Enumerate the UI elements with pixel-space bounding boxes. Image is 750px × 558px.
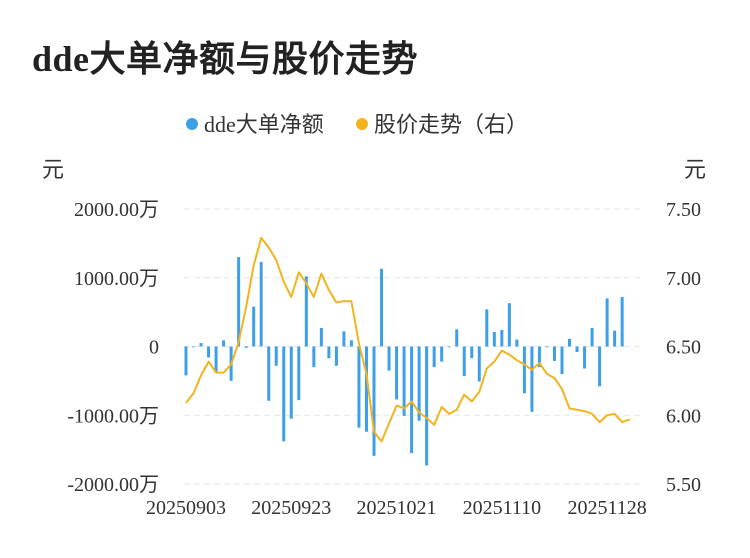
bar	[319, 327, 323, 347]
bar	[267, 346, 271, 401]
bar	[455, 329, 459, 347]
bar	[590, 327, 594, 347]
bar	[304, 276, 308, 347]
bar	[417, 346, 421, 421]
right-axis-ticks: 7.50 7.00 6.50 6.00 5.50	[666, 199, 701, 496]
price-line-series	[185, 236, 631, 443]
bar	[349, 340, 353, 347]
right-tick-label: 7.50	[666, 199, 701, 221]
bar	[312, 346, 316, 368]
bar	[485, 309, 489, 347]
left-tick-label: -2000.00万	[67, 474, 159, 496]
bar	[530, 346, 534, 412]
x-tick-label: 20250923	[251, 497, 331, 519]
bar	[282, 346, 286, 442]
bar	[357, 346, 361, 428]
bar	[522, 346, 526, 394]
bar-series	[184, 257, 624, 466]
bar	[440, 346, 444, 362]
bar	[568, 338, 572, 347]
right-tick-label: 7.00	[666, 268, 701, 290]
bar	[237, 257, 241, 347]
bar	[252, 306, 256, 347]
bar	[500, 330, 504, 347]
bar	[545, 346, 549, 348]
left-axis-ticks: 2000.00万 1000.00万 0 -1000.00万 -2000.00万	[67, 199, 159, 496]
left-axis-unit: 元	[42, 157, 64, 182]
bar	[387, 346, 391, 371]
bar	[207, 346, 211, 358]
bar	[289, 346, 293, 419]
legend-bar-label: dde大单净额	[204, 112, 324, 137]
price-line	[185, 236, 631, 443]
bar	[598, 346, 602, 387]
right-tick-label: 5.50	[666, 474, 701, 496]
bar	[575, 346, 579, 352]
bar	[297, 346, 301, 401]
bar	[274, 346, 278, 366]
bar	[552, 346, 556, 361]
bar	[222, 340, 226, 347]
bar	[537, 346, 541, 368]
left-tick-label: -1000.00万	[67, 405, 159, 427]
legend[interactable]: dde大单净额 股价走势（右）	[186, 112, 528, 137]
bar	[613, 330, 617, 347]
x-tick-label: 20251128	[567, 497, 646, 519]
bar	[380, 268, 384, 347]
bar	[214, 346, 218, 373]
bar	[342, 331, 346, 347]
bar	[364, 346, 368, 432]
bar	[447, 346, 451, 348]
x-axis-ticks: 20250903 20250923 20251021 20251110 20251128	[146, 497, 647, 519]
bar	[395, 346, 399, 400]
bar	[560, 346, 564, 374]
bar	[583, 346, 587, 369]
left-tick-label: 1000.00万	[74, 268, 159, 290]
x-tick-label: 20250903	[146, 497, 226, 519]
left-tick-label: 0	[149, 337, 159, 359]
bar	[620, 297, 624, 347]
legend-bar-marker	[186, 118, 198, 130]
bar	[192, 346, 196, 348]
bar	[372, 346, 376, 456]
bar	[334, 346, 338, 366]
bar	[199, 343, 203, 347]
bar	[492, 332, 496, 347]
bar	[432, 346, 436, 368]
bar	[244, 346, 248, 348]
bar	[477, 346, 481, 382]
bar	[425, 346, 429, 466]
right-tick-label: 6.50	[666, 337, 701, 359]
x-tick-label: 20251110	[463, 497, 542, 519]
left-tick-label: 2000.00万	[74, 199, 159, 221]
bar	[605, 298, 609, 347]
legend-line-label: 股价走势（右）	[374, 112, 528, 137]
bar	[507, 303, 511, 347]
chart-title: dde大单净额与股价走势	[32, 39, 419, 79]
right-tick-label: 6.00	[666, 405, 701, 427]
bar	[470, 346, 474, 359]
right-axis-unit: 元	[684, 157, 706, 182]
bar	[184, 346, 188, 376]
x-tick-label: 20251021	[357, 497, 437, 519]
bar	[462, 346, 466, 377]
bar	[402, 346, 406, 416]
legend-line-marker	[356, 118, 368, 130]
gridlines	[184, 208, 642, 485]
bar	[327, 346, 331, 359]
bar	[515, 339, 519, 347]
bar	[410, 346, 414, 454]
bar	[259, 261, 263, 347]
